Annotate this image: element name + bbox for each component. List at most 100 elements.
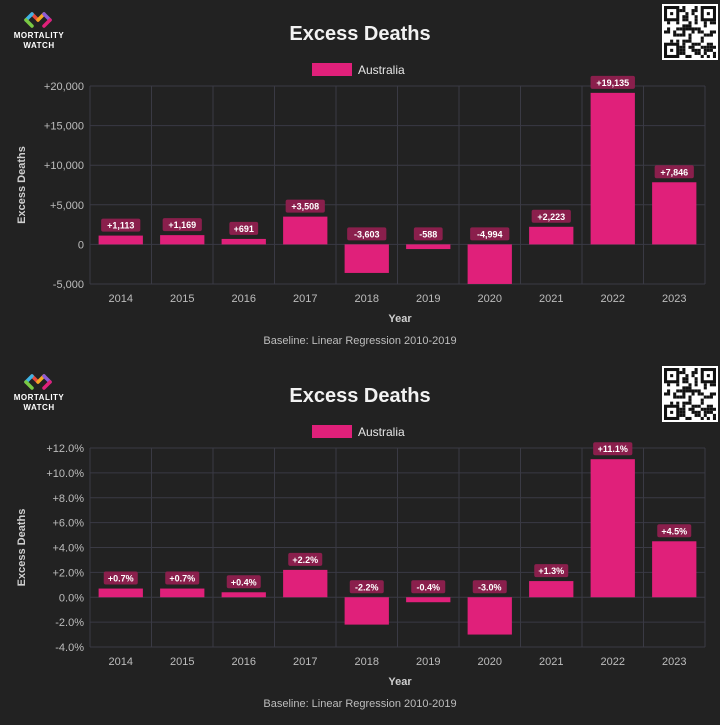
chart-title: Excess Deaths bbox=[289, 385, 430, 407]
qr-module bbox=[703, 24, 707, 28]
qr-module bbox=[691, 30, 695, 34]
qr-module bbox=[700, 416, 704, 420]
qr-module bbox=[697, 42, 701, 46]
y-tick-label: +20,000 bbox=[44, 81, 84, 93]
qr-module bbox=[712, 416, 716, 420]
qr-module bbox=[700, 401, 704, 405]
qr-module bbox=[703, 407, 707, 411]
bar bbox=[406, 244, 451, 250]
bar bbox=[406, 597, 451, 603]
bar bbox=[467, 244, 512, 284]
x-tick-label: 2019 bbox=[416, 293, 440, 305]
data-label-bg bbox=[103, 571, 138, 585]
qr-module bbox=[697, 27, 701, 31]
qr-finder bbox=[670, 48, 674, 52]
baseline-caption: Baseline: Linear Regression 2010-2019 bbox=[263, 335, 456, 347]
qr-module bbox=[685, 374, 689, 378]
qr-module bbox=[688, 33, 692, 37]
qr-module bbox=[682, 39, 686, 43]
qr-finder bbox=[706, 374, 710, 378]
qr-module bbox=[688, 398, 692, 402]
qr-module bbox=[682, 377, 686, 381]
x-tick-label: 2023 bbox=[662, 293, 686, 305]
qr-module bbox=[709, 404, 713, 408]
qr-code-icon bbox=[662, 366, 718, 422]
qr-module bbox=[694, 15, 698, 19]
qr-module bbox=[709, 21, 713, 25]
qr-module bbox=[682, 15, 686, 19]
qr-module bbox=[706, 42, 710, 46]
qr-module bbox=[688, 383, 692, 387]
y-axis-label: Excess Deaths bbox=[16, 146, 28, 224]
qr-module bbox=[667, 389, 671, 393]
data-label-bg bbox=[593, 442, 633, 456]
qr-module bbox=[676, 389, 680, 393]
qr-module bbox=[682, 24, 686, 28]
qr-module bbox=[682, 389, 686, 393]
x-tick-label: 2014 bbox=[109, 293, 133, 305]
qr-module bbox=[682, 395, 686, 399]
qr-module bbox=[706, 407, 710, 411]
qr-module bbox=[676, 33, 680, 37]
qr-module bbox=[712, 407, 716, 411]
data-label: +0.7% bbox=[108, 574, 134, 584]
qr-module bbox=[709, 410, 713, 414]
qr-module bbox=[682, 392, 686, 396]
qr-module bbox=[682, 33, 686, 37]
x-tick-label: 2019 bbox=[416, 656, 440, 668]
qr-module bbox=[667, 383, 671, 387]
qr-module bbox=[697, 51, 701, 55]
qr-module bbox=[700, 407, 704, 411]
data-label: +2.2% bbox=[292, 555, 318, 565]
data-label: +4.5% bbox=[661, 526, 687, 536]
data-label-bg bbox=[101, 218, 141, 232]
qr-module bbox=[691, 392, 695, 396]
qr-module bbox=[685, 416, 689, 420]
qr-module bbox=[700, 36, 704, 40]
qr-module bbox=[697, 410, 701, 414]
qr-module bbox=[709, 30, 713, 34]
x-tick-label: 2022 bbox=[601, 656, 625, 668]
data-label: +0.4% bbox=[231, 577, 257, 587]
qr-module bbox=[700, 45, 704, 49]
qr-module bbox=[703, 413, 707, 417]
qr-module bbox=[694, 48, 698, 52]
qr-module bbox=[688, 389, 692, 393]
qr-module bbox=[679, 413, 683, 417]
qr-module bbox=[691, 407, 695, 411]
bar bbox=[98, 235, 143, 245]
qr-module bbox=[709, 383, 713, 387]
x-axis-label: Year bbox=[388, 676, 412, 688]
qr-module bbox=[694, 383, 698, 387]
qr-module bbox=[685, 377, 689, 381]
qr-module bbox=[703, 48, 707, 52]
data-label-bg bbox=[472, 580, 507, 594]
qr-module bbox=[682, 386, 686, 390]
qr-module bbox=[694, 410, 698, 414]
data-label-bg bbox=[165, 571, 200, 585]
qr-module bbox=[694, 6, 698, 10]
qr-module bbox=[685, 389, 689, 393]
qr-module bbox=[691, 45, 695, 49]
bar bbox=[529, 226, 574, 245]
logo-stroke bbox=[42, 18, 52, 28]
data-label: +7,846 bbox=[660, 167, 688, 177]
qr-module bbox=[688, 24, 692, 28]
qr-module bbox=[700, 39, 704, 43]
qr-module bbox=[712, 21, 716, 25]
qr-module bbox=[700, 392, 704, 396]
qr-module bbox=[679, 27, 683, 31]
qr-module bbox=[685, 24, 689, 28]
y-tick-label: 0.0% bbox=[59, 592, 84, 604]
qr-module bbox=[667, 30, 671, 34]
x-tick-label: 2018 bbox=[355, 656, 379, 668]
qr-finder bbox=[670, 12, 674, 16]
data-label-bg bbox=[226, 575, 261, 589]
qr-module bbox=[676, 401, 680, 405]
qr-module bbox=[709, 395, 713, 399]
qr-module bbox=[670, 39, 674, 43]
qr-module bbox=[673, 395, 677, 399]
qr-module bbox=[691, 42, 695, 46]
x-axis-label: Year bbox=[388, 313, 412, 325]
qr-module bbox=[694, 27, 698, 31]
